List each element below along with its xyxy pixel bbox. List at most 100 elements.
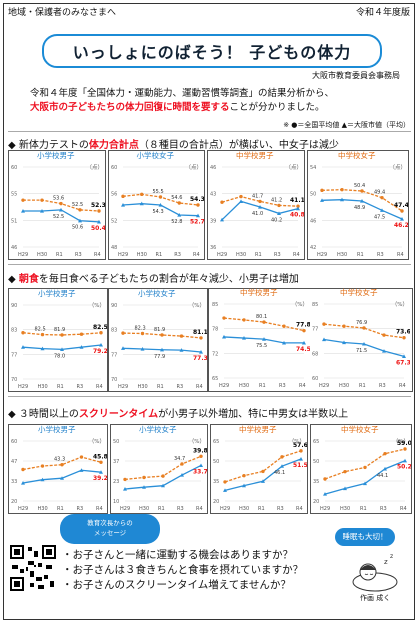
national-data-label: 77.8 [296,322,310,329]
osaka-data-label: 77.3 [193,355,207,362]
y-tick-label: 60 [312,376,318,382]
national-point [280,455,284,459]
intro-highlight: 大阪市の子どもたちの体力回復に時間を要する [30,102,230,113]
x-tick-label: R4 [94,252,101,258]
chart-title: 小学校男子 [37,151,75,160]
chart-1-3: 中学校男子 （点） 36 39 43 46 H29 H30 R1 R3 R4 41.7 41.2 41.1… [207,150,305,260]
national-point [177,201,181,205]
y-tick-label: 60 [11,439,17,445]
osaka-data-label: 52.5 [53,214,64,220]
national-data-label: 47.4 [394,202,408,209]
y-tick-label: 70 [11,377,17,383]
section-1-heading: ◆ 新体力テストの体力合計点（８種目の合計点）が横ばい、中女子は減少 [8,136,413,151]
national-point [383,451,387,456]
y-tick-label: 65 [212,376,218,382]
x-tick-label: H30 [340,506,350,512]
chart-svg: 36 39 43 46 H29 H30 R1 R3 R4 41.7 41.2 41.1 41.0 40.2… [210,165,304,258]
osaka-point [363,481,367,486]
intro-line2-rest: ことが分かりました。 [229,102,325,113]
national-point [40,198,44,202]
osaka-point [262,337,266,341]
x-tick-label: R1 [359,383,366,389]
osaka-data-label: 46.1 [274,470,285,476]
x-tick-label: H29 [320,506,330,512]
osaka-data-label: 50.2 [397,464,411,471]
national-data-label: 81.9 [54,327,65,333]
national-data-label: 82.3 [135,325,146,331]
chart-title: 中学校男子 [239,425,277,434]
national-point [40,464,45,468]
intro-line1: 令和４年度「全国体力・運動能力、運動習慣等調査」の結果分析から、 [30,88,335,99]
x-tick-label: R3 [277,506,284,512]
chart-svg: 46 51 55 60 H29 H30 R1 R3 R4 53.6 52.5 52.3 52.5 50.6… [11,165,105,258]
national-point [140,331,145,336]
osaka-data-label: 77.9 [154,354,165,360]
national-point [199,336,203,340]
osaka-data-label: 67.3 [396,359,410,366]
x-tick-label: R4 [196,384,203,390]
y-tick-label: 51 [11,218,17,224]
chart-3-1: 小学校男子 （%） 20 33 47 60 H29 H30 R1 R3 R4 43.3 45.8 39.2 [8,424,108,514]
y-tick-label: 20 [313,499,319,505]
x-tick-label: R3 [274,252,281,258]
national-point [21,331,25,335]
national-point [340,187,344,192]
x-tick-label: H30 [38,506,48,512]
x-tick-label: H29 [120,506,130,512]
x-tick-label: R1 [357,252,364,258]
y-tick-label: 10 [113,499,119,505]
x-tick-label: H29 [220,506,230,512]
osaka-point [222,334,226,339]
national-data-label: 81.9 [154,327,165,333]
osaka-point [177,213,182,217]
national-data-label: 54.6 [171,195,182,201]
osaka-point [79,468,84,472]
national-point [242,318,246,322]
intro-text: 令和４年度「全国体力・運動能力、運動習慣等調査」の結果分析から、 大阪市の子ども… [30,87,410,115]
section-1-suffix: （８種目の合計点）が横ばい、中女子は減少 [138,140,339,151]
national-data-label: 41.1 [290,197,304,204]
national-point [158,195,163,199]
osaka-point [296,206,300,211]
national-point [21,467,25,472]
osaka-point [380,208,384,212]
osaka-data-label: 52.8 [171,219,182,225]
osaka-point [140,347,145,351]
chart-2-1: 小学校男子 （%） 70 77 83 90 H29 H30 R1 R3 R4 82.5 81.9 82.5… [8,288,108,392]
intro-line2: 大阪市の子どもたちの体力回復に時間を要することが分かりました。 [30,101,410,115]
chart-svg: 48 52 56 60 H29 H30 R1 R3 R4 55.5 54.6 54.3 54.3 52.8… [111,165,204,258]
y-tick-label: 33 [11,479,17,485]
national-point [79,332,84,336]
chart-title: 中学校女子 [341,425,379,434]
y-tick-label: 78 [212,327,218,333]
national-point [343,469,347,474]
chart-unit: （点） [185,165,202,171]
x-tick-label: R3 [177,384,184,390]
osaka-point [242,483,246,488]
national-point [60,333,64,337]
section-2-suffix: を毎日食べる子どもたちの割合が年々減少、小男子は増加 [38,274,299,285]
x-tick-label: H30 [138,384,148,390]
osaka-data-label: 50.6 [72,225,83,231]
chart-unit: （点） [86,165,103,171]
x-tick-label: H29 [219,383,229,389]
qr-code-icon[interactable] [8,543,58,593]
x-tick-label: H29 [18,252,28,258]
x-tick-label: R1 [156,252,163,258]
chart-2-3: 中学校男子 （%） 65 72 78 85 H29 H30 R1 R3 R4 80.1 77.8 75.5… [210,288,310,390]
osaka-point [382,349,386,353]
national-point [400,209,404,213]
national-point [79,455,84,459]
national-point [161,474,165,478]
y-tick-label: 50 [313,459,319,465]
national-point [121,194,125,199]
national-point [222,316,226,320]
osaka-data-label: 79.2 [93,348,107,355]
section-divider [8,131,411,132]
bubble-text-3: メッセージ [93,529,127,537]
osaka-point [299,457,303,461]
page-frame [3,3,415,620]
national-data-label: 43.3 [54,457,65,463]
chart-svg: 70 77 83 90 H29 H30 R1 R3 R4 82.3 81.9 81.1 77.9 77.3 [111,303,207,390]
osaka-point [40,477,45,482]
